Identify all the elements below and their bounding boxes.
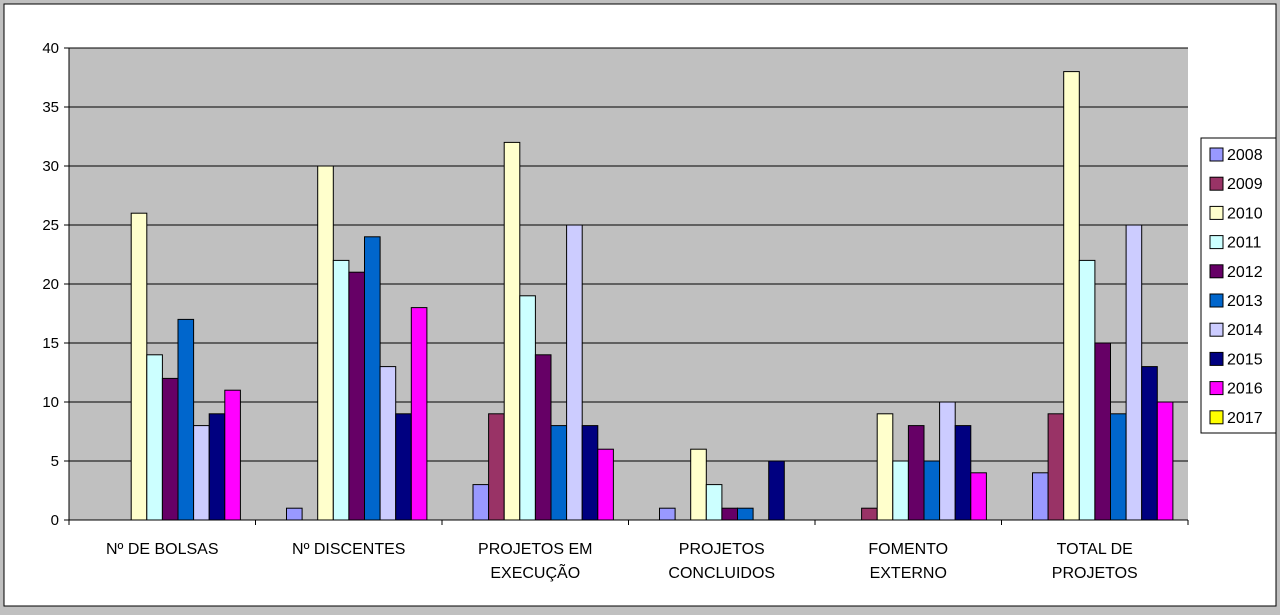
bar-2011-2 [519, 295, 536, 521]
bar-2016-1 [410, 307, 428, 521]
legend-label-2013: 2013 [1227, 293, 1263, 310]
legend-label-2008: 2008 [1227, 147, 1263, 164]
bar-2012-2 [534, 354, 552, 521]
y-tick-label: 5 [51, 453, 59, 470]
legend-label-2012: 2012 [1227, 264, 1263, 281]
bar-2011-4 [892, 460, 909, 521]
bar-2012-5 [1094, 342, 1112, 521]
y-tick-label: 30 [42, 158, 59, 175]
legend-label-2017: 2017 [1227, 410, 1263, 427]
y-tick-label: 35 [42, 99, 59, 116]
bar-2016-0 [224, 389, 241, 521]
x-tick-label: PROJETOS EM EXECUÇÃO [478, 541, 592, 582]
bar-2015-3 [768, 460, 785, 521]
bar-2015-1 [395, 413, 412, 521]
x-tick-labels: Nº DE BOLSAS Nº DISCENTES PROJETOS EM EXECU… [106, 541, 1138, 582]
x-tick-label: Nº DE BOLSAS [106, 541, 219, 558]
y-tick-label: 20 [42, 276, 59, 293]
bar-2009-4 [861, 507, 878, 521]
bar-2014-1 [379, 366, 397, 521]
bar-2014-5 [1125, 224, 1143, 521]
bar-2011-5 [1078, 259, 1096, 521]
legend-label-2014: 2014 [1227, 322, 1263, 339]
bar-2013-1 [364, 236, 381, 521]
bar-2009-2 [488, 413, 505, 521]
bar-2012-4 [907, 425, 925, 521]
bar-2009-5 [1047, 413, 1065, 521]
bar-2014-0 [193, 425, 210, 521]
x-tick-label: FOMENTO EXTERNO [868, 541, 948, 582]
bar-2016-4 [970, 472, 987, 521]
bar-2015-2 [581, 425, 599, 521]
legend-swatch-2017 [1209, 410, 1224, 425]
y-tick-label: 25 [42, 217, 59, 234]
bar-2011-0 [146, 354, 163, 521]
x-tick-label: Nº DISCENTES [292, 541, 405, 558]
legend-swatch-2009 [1209, 176, 1224, 191]
legend-label-2009: 2009 [1227, 176, 1263, 193]
bar-2010-2 [503, 141, 521, 521]
legend-swatch-2010 [1209, 205, 1224, 220]
bar-2015-4 [954, 425, 972, 521]
bar-2010-0 [130, 212, 148, 521]
legend: 2008 2009 2010 2011 2012 2013 2014 2015 2016 2017 [1200, 137, 1277, 434]
bar-2013-3 [737, 507, 754, 521]
y-tick-labels: 0 5 10 15 20 25 30 35 40 [42, 40, 59, 529]
y-tick-label: 40 [42, 40, 59, 57]
bar-2016-2 [597, 448, 614, 521]
bar-2008-5 [1032, 472, 1049, 521]
bar-2012-1 [348, 271, 365, 521]
bar-2012-0 [161, 377, 179, 521]
x-tick-label: TOTAL DE PROJETOS [1052, 541, 1138, 582]
bars [130, 71, 1174, 521]
legend-swatch-2008 [1209, 147, 1224, 162]
legend-swatch-2016 [1209, 381, 1224, 396]
gridlines [64, 47, 1188, 521]
bar-2016-5 [1156, 401, 1174, 521]
bar-2010-3 [690, 448, 707, 521]
bar-2008-1 [286, 507, 303, 521]
y-tick-label: 10 [42, 394, 59, 411]
legend-label-2010: 2010 [1227, 205, 1263, 222]
bar-2015-0 [208, 413, 226, 521]
y-tick-label: 15 [42, 335, 59, 352]
bar-2011-1 [332, 259, 350, 521]
bar-2013-2 [550, 425, 568, 521]
bar-2010-1 [317, 165, 334, 521]
bar-2008-3 [659, 507, 676, 521]
legend-swatch-2013 [1209, 293, 1224, 308]
bar-2011-3 [705, 484, 723, 521]
bar-2012-3 [721, 507, 739, 521]
axes [68, 48, 1189, 525]
bar-2010-5 [1063, 71, 1080, 521]
y-tick-label: 0 [51, 512, 59, 529]
bar-2013-5 [1110, 413, 1127, 521]
legend-swatch-2011 [1209, 235, 1224, 250]
bar-2014-2 [566, 224, 583, 521]
bar-2010-4 [876, 413, 894, 521]
bar-2014-4 [939, 401, 956, 521]
x-tick-label: PROJETOS CONCLUIDOS [668, 541, 775, 582]
bar-2008-2 [472, 484, 490, 521]
legend-label-2016: 2016 [1227, 381, 1263, 398]
legend-label-2015: 2015 [1227, 351, 1263, 368]
bar-2013-4 [923, 460, 941, 521]
bar-2013-0 [177, 318, 195, 521]
legend-swatch-2012 [1209, 264, 1224, 279]
legend-label-2011: 2011 [1227, 235, 1262, 252]
legend-swatch-2014 [1209, 322, 1224, 337]
bar-2015-5 [1141, 366, 1158, 521]
legend-swatch-2015 [1209, 351, 1224, 366]
